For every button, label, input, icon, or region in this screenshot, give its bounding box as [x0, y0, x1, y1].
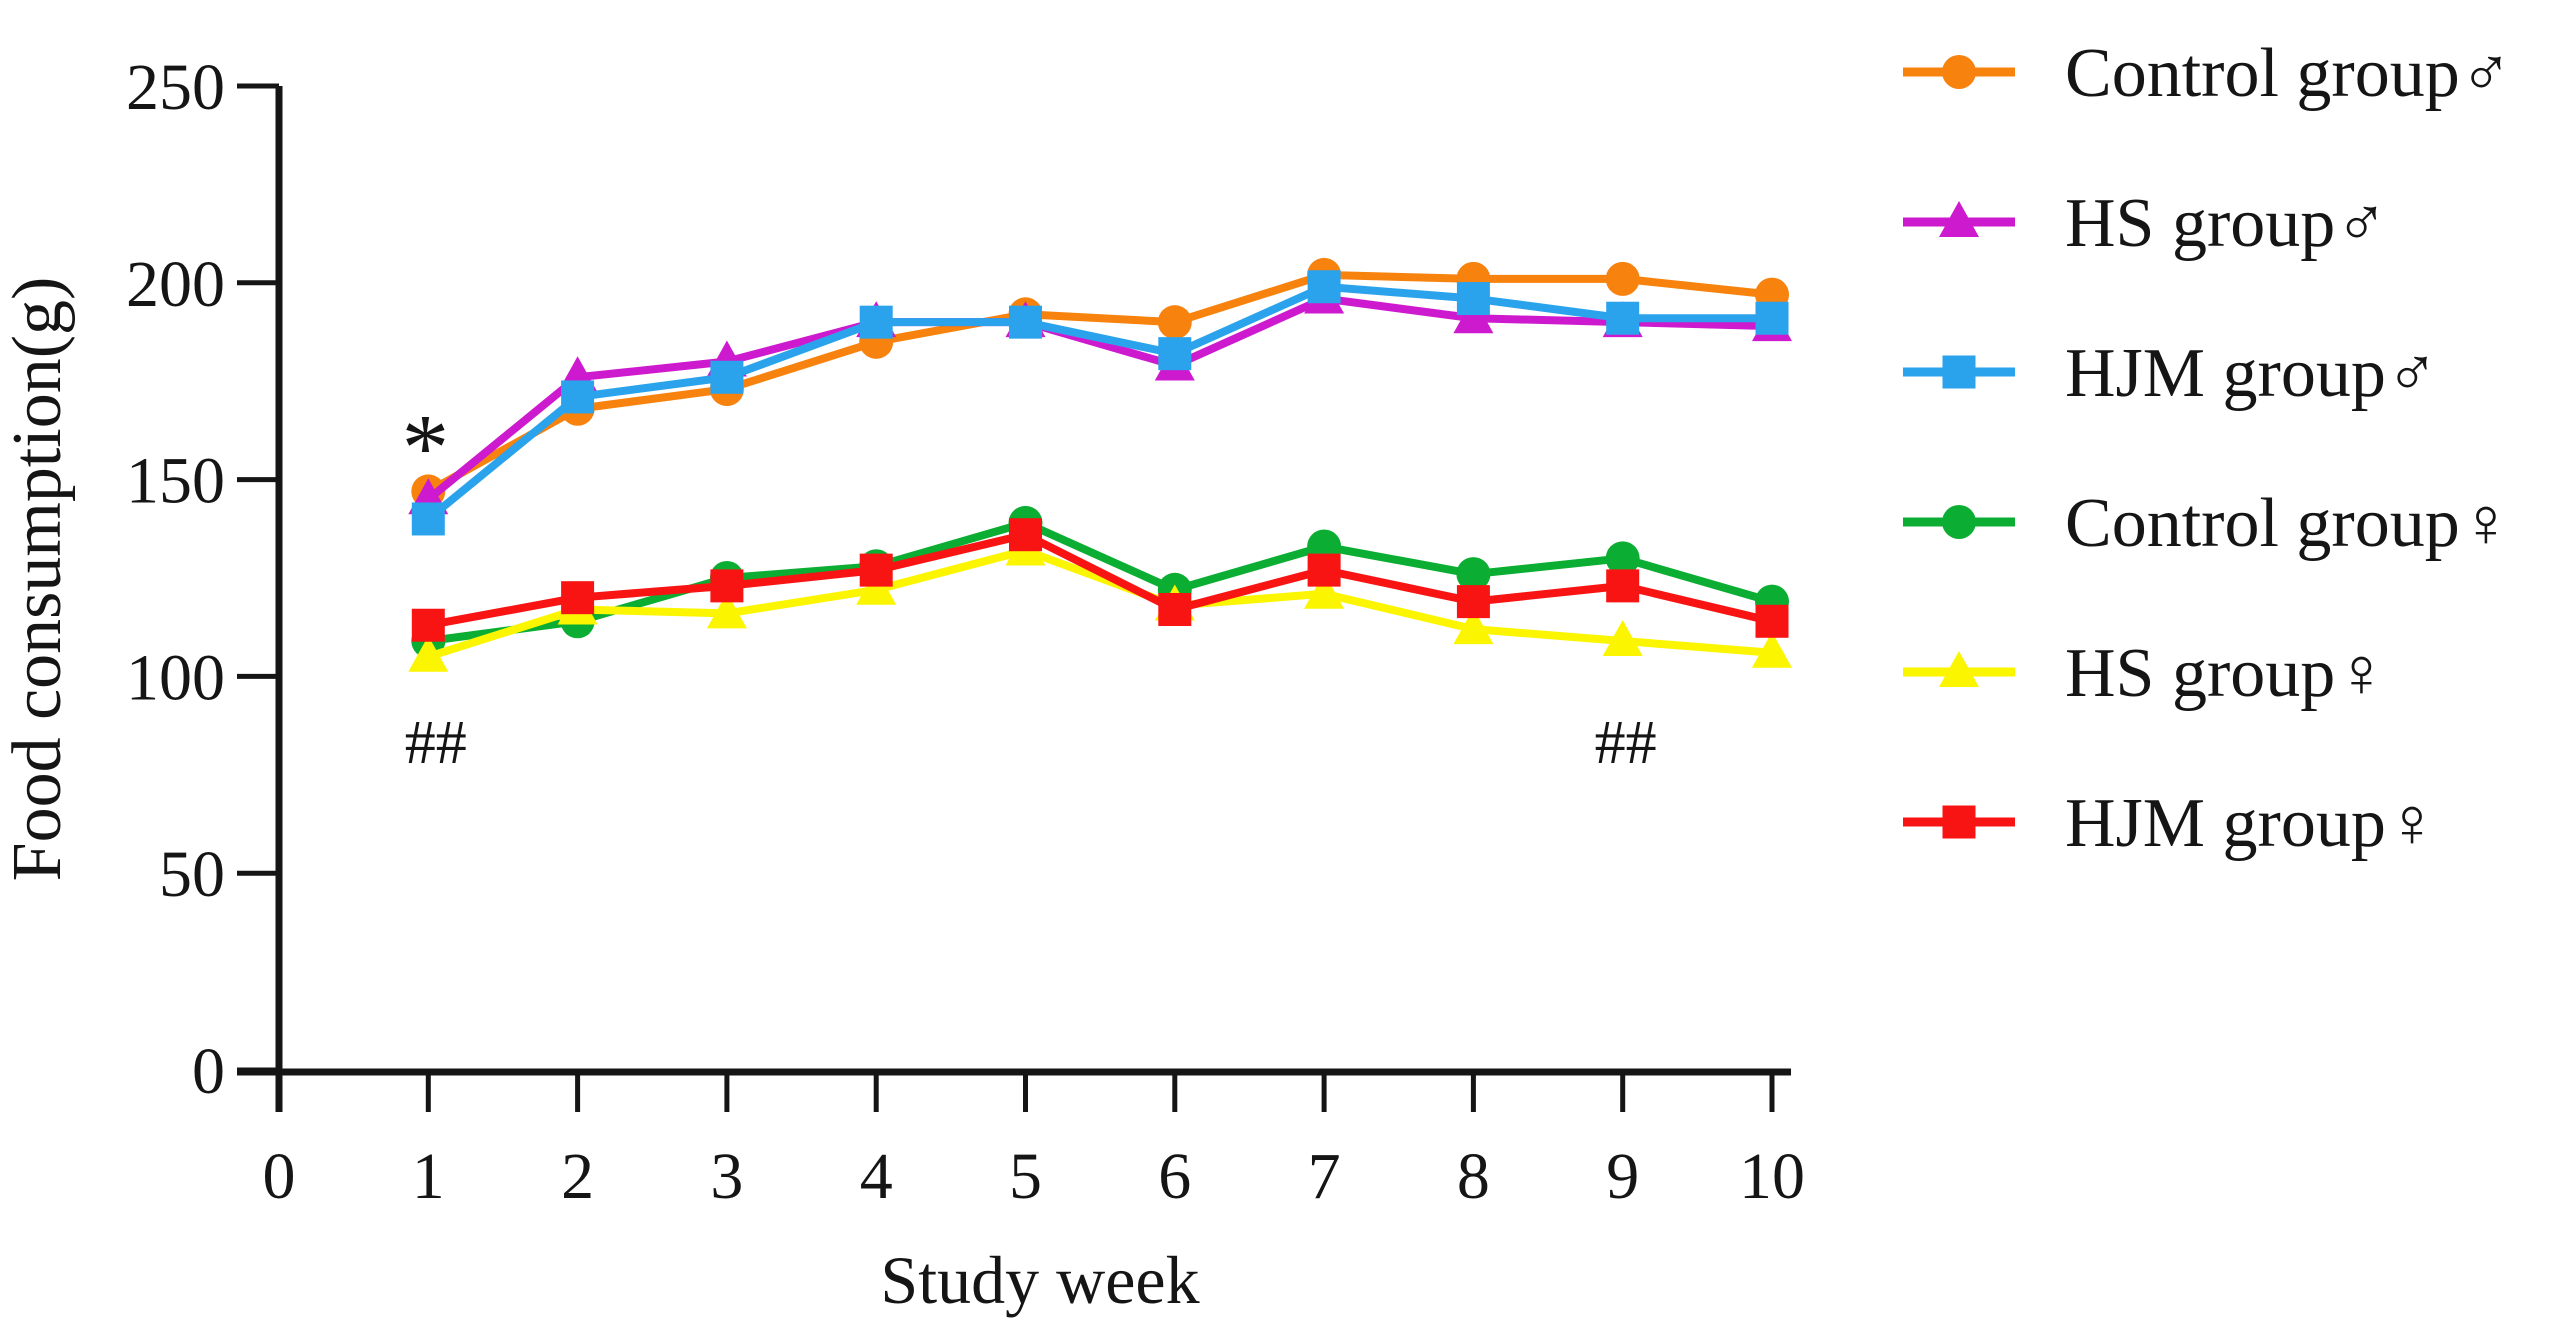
y-tick-label-100: 100: [126, 641, 225, 714]
legend-label-hjm-group: HJM group♂: [2065, 335, 2438, 412]
series-hs-group: [408, 529, 1792, 672]
marker-hs-group-week-3: [706, 592, 747, 629]
x-tick-label-9: 9: [1606, 1140, 1639, 1213]
series-group: [408, 257, 1792, 672]
marker-control-group-week-6: [1157, 305, 1192, 340]
legend-item-hjm-group: HJM group♂: [1903, 335, 2438, 412]
x-tick-label-8: 8: [1457, 1140, 1490, 1213]
marker-hjm-group-week-10: [1755, 301, 1789, 335]
legend-marker-control-group: [1942, 55, 1976, 89]
legend-item-hs-group: HS group♀: [1903, 635, 2388, 712]
legend-marker-hs-group: [1939, 651, 1979, 687]
marker-hjm-group-week-6: [1158, 337, 1192, 371]
series-hjm-group: [411, 270, 1789, 536]
marker-control-group-week-8: [1456, 557, 1491, 592]
marker-hjm-group-week-10: [1755, 604, 1789, 638]
series-hjm-group: [411, 518, 1789, 642]
marker-hjm-group-week-8: [1456, 585, 1490, 619]
marker-hjm-group-week-3: [710, 569, 744, 603]
marker-hjm-group-week-5: [1009, 305, 1042, 339]
series-control-group: [411, 257, 1789, 509]
marker-hs-group-week-8: [1453, 297, 1494, 334]
marker-hjm-group-week-9: [1606, 301, 1640, 335]
marker-hjm-group-week-1: [411, 502, 445, 536]
marker-hjm-group-week-7: [1307, 270, 1341, 304]
legend-marker-hs-group: [1939, 201, 1979, 237]
marker-hs-group-week-4: [856, 568, 897, 605]
series-line-hjm-group: [424, 530, 1776, 630]
marker-hs-group-week-9: [1602, 619, 1643, 656]
marker-control-group-week-9: [1605, 261, 1640, 296]
marker-control-group-week-9: [1605, 541, 1640, 576]
x-tick-label-2: 2: [561, 1140, 594, 1213]
marker-hjm-group-week-6: [1158, 592, 1192, 626]
annotation-hash-week9: ##: [1595, 709, 1657, 777]
y-tick-label-50: 50: [159, 838, 225, 911]
axes-group: 0 50 100 150 200 250 0 1 2 3 4 5 6 7 8 9 10: [126, 51, 1805, 1213]
marker-hjm-group-week-7: [1307, 553, 1341, 587]
y-tick-label-0: 0: [192, 1035, 225, 1108]
x-axis-title: Study week: [880, 1242, 1199, 1318]
marker-hjm-group-week-4: [859, 553, 893, 587]
y-tick-label-150: 150: [126, 445, 225, 518]
series-line-hs-group: [424, 294, 1776, 504]
legend-item-control-group: Control group♂: [1903, 35, 2512, 112]
annotation-star-week1: *: [402, 395, 450, 501]
x-tick-label-3: 3: [710, 1140, 743, 1213]
legend-marker-hjm-group: [1942, 805, 1976, 839]
legend-item-control-group: Control group♀: [1903, 485, 2512, 562]
legend-group: Control group♂ HS group♂ HJM group♂ Control…: [1903, 35, 2512, 862]
legend-label-hs-group: HS group♀: [2065, 635, 2388, 712]
series-line-hs-group: [424, 546, 1776, 661]
legend-marker-hjm-group: [1942, 355, 1976, 389]
legend-item-hjm-group: HJM group♀: [1903, 785, 2438, 862]
annotation-hash-week1: ##: [405, 709, 467, 777]
x-tick-label-6: 6: [1158, 1140, 1191, 1213]
marker-hjm-group-week-1: [411, 608, 445, 642]
series-line-hjm-group: [424, 282, 1776, 523]
y-axis-title: Food consumption(g): [0, 277, 76, 882]
marker-hjm-group-week-5: [1009, 518, 1042, 552]
series-line-control-group: [424, 518, 1776, 645]
y-tick-label-200: 200: [126, 248, 225, 321]
marker-hjm-group-week-8: [1456, 282, 1490, 316]
x-tick-label-4: 4: [860, 1140, 893, 1213]
marker-hjm-group-week-2: [561, 380, 595, 414]
legend-label-control-group: Control group♂: [2065, 35, 2512, 112]
marker-hjm-group-week-3: [710, 360, 744, 394]
marker-hs-group-week-1: [408, 635, 449, 672]
series-line-control-group: [424, 270, 1776, 496]
legend-label-hjm-group: HJM group♀: [2065, 785, 2438, 862]
annotations-group: * ## ##: [402, 395, 1657, 777]
legend-label-hs-group: HS group♂: [2065, 185, 2388, 262]
legend-label-control-group: Control group♀: [2065, 485, 2512, 562]
marker-hjm-group-week-2: [561, 581, 595, 615]
x-tick-label-5: 5: [1009, 1140, 1042, 1213]
legend-item-hs-group: HS group♂: [1903, 185, 2388, 262]
marker-hs-group-week-10: [1752, 631, 1792, 668]
marker-hjm-group-week-9: [1606, 569, 1640, 603]
x-tick-label-1: 1: [412, 1140, 445, 1213]
marker-hs-group-week-8: [1453, 608, 1494, 645]
legend-marker-control-group: [1942, 505, 1976, 539]
x-tick-label-7: 7: [1308, 1140, 1341, 1213]
marker-hs-group-week-7: [1304, 572, 1345, 609]
marker-hjm-group-week-4: [859, 305, 893, 339]
y-tick-label-250: 250: [126, 51, 225, 124]
x-tick-label-0: 0: [263, 1140, 296, 1213]
x-tick-label-10: 10: [1739, 1140, 1805, 1213]
